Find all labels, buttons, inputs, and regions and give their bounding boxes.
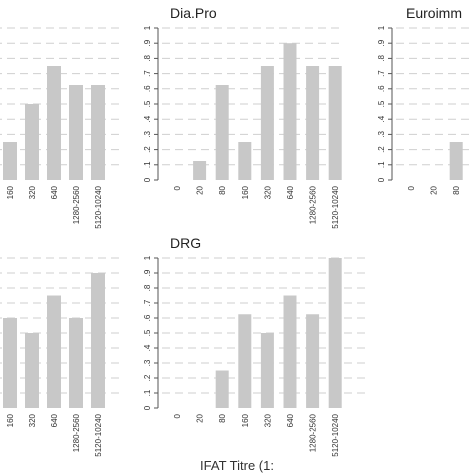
- panel-title: Dia.Pro: [170, 5, 217, 21]
- x-tick-label: 160: [241, 413, 250, 427]
- y-tick-label: .5: [143, 329, 152, 336]
- y-tick-label: .4: [143, 115, 152, 122]
- bar: [91, 85, 105, 180]
- bar: [283, 43, 297, 181]
- x-tick-label: 20: [196, 185, 205, 194]
- x-tick-label: 80: [218, 185, 227, 194]
- x-tick-label: 640: [50, 185, 59, 199]
- y-tick-label: 1: [143, 25, 152, 30]
- bar: [215, 370, 229, 408]
- panel-3: Euroimm 0 .1 .2 .3 .4 .5 .6 .7 .8 .9 1 0 20 80: [377, 5, 474, 195]
- y-tick-label: .5: [143, 100, 152, 107]
- x-tick-label: 0: [173, 185, 182, 190]
- y-tick-label: .1: [377, 161, 386, 168]
- bar: [69, 85, 83, 180]
- y-tick-label: .3: [377, 131, 386, 138]
- y-tick-label: 0: [143, 177, 152, 182]
- bar: [69, 318, 83, 408]
- y-tick-label: .6: [143, 314, 152, 321]
- y-tick-label: .8: [143, 55, 152, 62]
- y-tick-label: .1: [143, 161, 152, 168]
- x-tick-label: 1280-2560: [309, 413, 318, 452]
- x-tick-label: 1280-2560: [72, 185, 81, 224]
- bar: [449, 142, 463, 180]
- y-tick-label: .7: [377, 70, 386, 77]
- bar: [260, 66, 274, 180]
- x-tick-label: 5120-10240: [94, 185, 103, 228]
- bar: [193, 161, 207, 180]
- x-tick-label: 640: [50, 413, 59, 427]
- bar: [47, 295, 61, 408]
- y-tick-label: .5: [377, 100, 386, 107]
- bar: [3, 142, 17, 180]
- y-tick-label: .6: [377, 85, 386, 92]
- panel-title: Euroimm: [406, 5, 462, 21]
- bar: [328, 66, 342, 180]
- figure-xlabel: IFAT Titre (1:: [200, 458, 274, 473]
- bar: [238, 314, 252, 408]
- bar: [25, 333, 39, 408]
- panel-2: Dia.Pro 0 .1 .2 .3 .4 .5 .6 .7 .8 .9 1 0 20 80 160 320 64…: [143, 5, 342, 229]
- x-tick-label: 20: [196, 413, 205, 422]
- x-tick-label: 320: [263, 413, 272, 427]
- x-tick-label: 1280-2560: [309, 185, 318, 224]
- x-tick-label: 640: [286, 413, 295, 427]
- y-tick-label: 0: [377, 177, 386, 182]
- x-tick-label: 1280-2560: [72, 413, 81, 452]
- bar: [306, 314, 320, 408]
- panel-1: 160 320 640 1280-2560 5120-10240: [0, 27, 120, 229]
- y-tick-label: .4: [143, 344, 152, 351]
- y-tick-label: .3: [143, 359, 152, 366]
- x-tick-label: 20: [430, 185, 439, 194]
- y-tick-label: .3: [143, 131, 152, 138]
- x-tick-label: 80: [452, 185, 461, 194]
- bar: [25, 104, 39, 180]
- y-tick-label: .1: [143, 389, 152, 396]
- y-tick-label: .7: [143, 70, 152, 77]
- y-tick-label: 0: [143, 405, 152, 410]
- bar: [283, 295, 297, 408]
- bar: [3, 318, 17, 408]
- x-tick-label: 160: [241, 185, 250, 199]
- x-tick-label: 320: [263, 185, 272, 199]
- x-tick-label: 5120-10240: [94, 413, 103, 456]
- bar: [91, 273, 105, 408]
- bar: [215, 85, 229, 180]
- panel-title: DRG: [170, 235, 201, 251]
- x-tick-label: 0: [173, 413, 182, 418]
- x-tick-label: 320: [28, 413, 37, 427]
- y-tick-label: .9: [143, 269, 152, 276]
- y-tick-label: .4: [377, 115, 386, 122]
- y-tick-label: .9: [377, 39, 386, 46]
- bar: [306, 66, 320, 180]
- bar: [47, 66, 61, 180]
- x-tick-label: 5120-10240: [331, 185, 340, 228]
- bar: [328, 258, 342, 408]
- y-tick-label: .7: [143, 299, 152, 306]
- x-tick-label: 80: [218, 413, 227, 422]
- x-tick-label: 160: [6, 413, 15, 427]
- panel-4: 160 320 640 1280-2560 5120-10240: [0, 257, 120, 457]
- bar: [260, 333, 274, 408]
- y-tick-label: .8: [377, 55, 386, 62]
- x-tick-label: 5120-10240: [331, 413, 340, 456]
- y-tick-label: .2: [143, 374, 152, 381]
- x-tick-label: 0: [407, 185, 416, 190]
- x-tick-label: 640: [286, 185, 295, 199]
- y-tick-label: .2: [143, 146, 152, 153]
- panel-5: DRG 0 .1 .2 .3 .4 .5 .6 .7 .8 .9 1 0 20 80 160 320 640 128…: [143, 235, 370, 457]
- bar: [238, 142, 252, 180]
- y-tick-label: 1: [143, 255, 152, 260]
- y-tick-label: 1: [377, 25, 386, 30]
- y-tick-label: .9: [143, 39, 152, 46]
- y-tick-label: .8: [143, 284, 152, 291]
- x-tick-label: 320: [28, 185, 37, 199]
- y-tick-label: .2: [377, 146, 386, 153]
- y-tick-label: .6: [143, 85, 152, 92]
- x-tick-label: 160: [6, 185, 15, 199]
